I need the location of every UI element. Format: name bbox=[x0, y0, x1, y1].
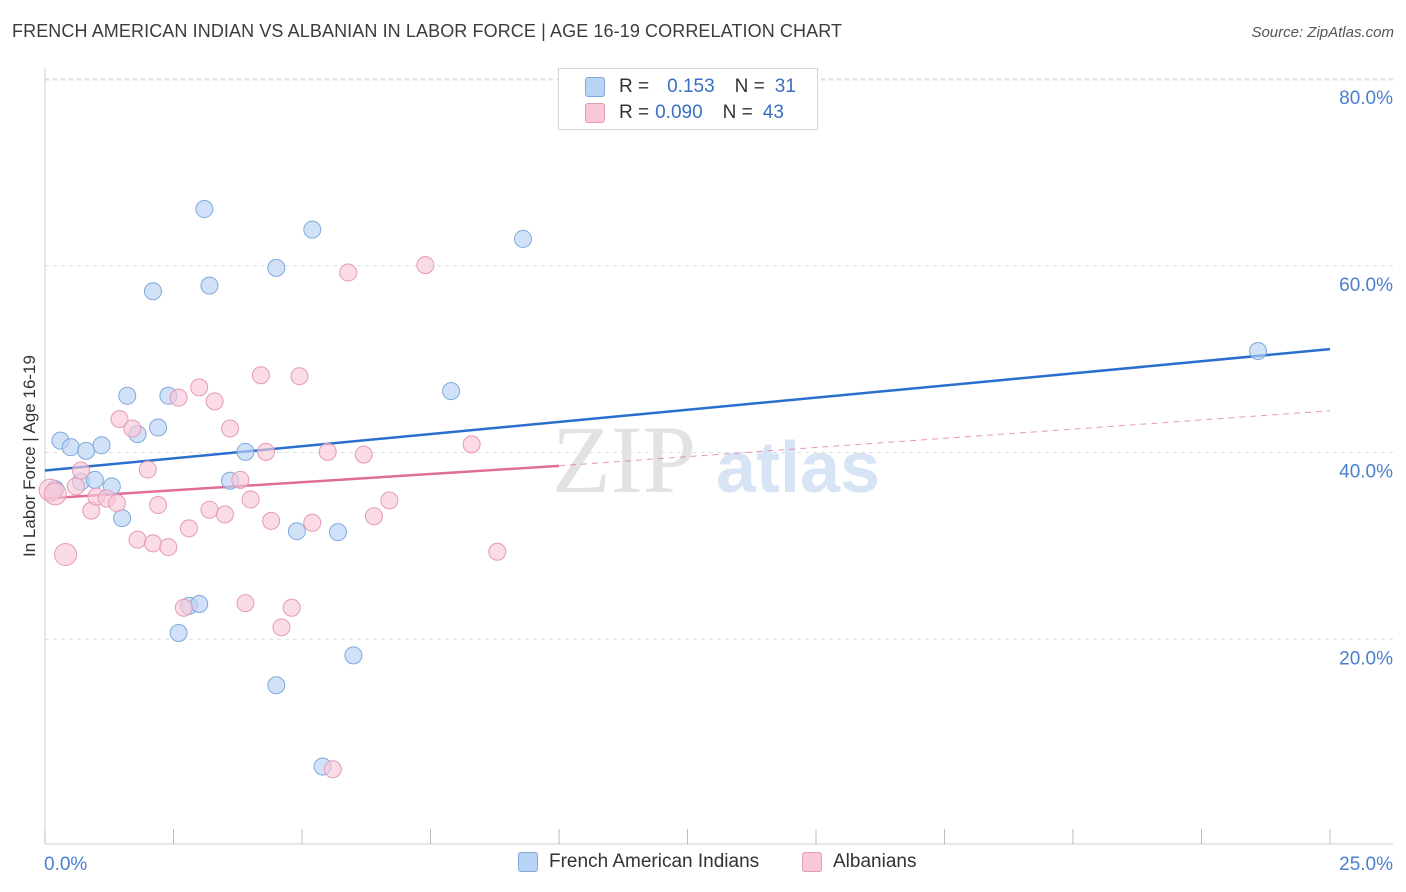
point-albanians bbox=[66, 477, 85, 496]
point-french-american-indians bbox=[267, 258, 286, 277]
trendline-albanians bbox=[44, 464, 560, 500]
point-albanians bbox=[380, 491, 399, 510]
y-tick-label: 60.0% bbox=[1339, 275, 1393, 296]
point-albanians bbox=[318, 442, 337, 461]
point-albanians bbox=[128, 530, 147, 549]
point-albanians bbox=[149, 496, 168, 515]
point-french-american-indians bbox=[200, 276, 219, 295]
stats-n-value: 31 bbox=[774, 76, 796, 97]
stats-swatch-pink bbox=[585, 103, 605, 123]
legend-label: French American Indians bbox=[549, 851, 760, 872]
point-albanians bbox=[323, 760, 342, 779]
stats-swatch-blue bbox=[585, 77, 605, 97]
point-albanians bbox=[272, 618, 291, 637]
point-albanians bbox=[159, 538, 178, 557]
watermark-atlas: atlas bbox=[716, 428, 880, 508]
point-albanians bbox=[262, 511, 281, 530]
point-albanians bbox=[71, 461, 90, 480]
chart-title: FRENCH AMERICAN INDIAN VS ALBANIAN IN LA… bbox=[12, 21, 843, 41]
point-albanians bbox=[221, 419, 240, 438]
watermark: ZIP atlas bbox=[552, 406, 880, 513]
stats-r-label: R = bbox=[619, 76, 650, 97]
trendline-albanians bbox=[558, 410, 1331, 467]
point-albanians bbox=[236, 594, 255, 613]
point-french-american-indians bbox=[190, 595, 209, 614]
y-tick-label: 40.0% bbox=[1339, 462, 1393, 483]
point-albanians bbox=[54, 543, 78, 567]
point-albanians bbox=[364, 507, 383, 526]
point-french-american-indians bbox=[149, 418, 168, 437]
point-albanians bbox=[107, 494, 126, 513]
point-albanians bbox=[241, 490, 260, 509]
watermark-zip: ZIP bbox=[552, 406, 696, 513]
legend-item-albanians[interactable]: Albanians bbox=[802, 851, 916, 873]
point-albanians bbox=[205, 392, 224, 411]
point-albanians bbox=[200, 500, 219, 519]
series-legend: French American Indians Albanians bbox=[0, 851, 1406, 879]
stats-r-value: 0.090 bbox=[655, 102, 703, 123]
y-tick-label: 20.0% bbox=[1339, 648, 1393, 669]
point-albanians bbox=[354, 445, 373, 464]
point-albanians bbox=[138, 460, 157, 479]
stats-n-value: 43 bbox=[762, 102, 784, 123]
point-albanians bbox=[215, 505, 234, 524]
point-albanians bbox=[179, 519, 198, 538]
point-french-american-indians bbox=[118, 386, 137, 405]
point-albanians bbox=[282, 598, 301, 617]
stats-r-label: R = bbox=[619, 102, 650, 123]
point-french-american-indians bbox=[61, 438, 80, 457]
y-axis-label: In Labor Force | Age 16-19 bbox=[20, 355, 39, 557]
point-french-american-indians bbox=[236, 442, 255, 461]
legend-swatch-pink bbox=[802, 852, 822, 872]
point-french-american-indians bbox=[195, 200, 214, 219]
point-french-american-indians bbox=[267, 676, 286, 695]
stats-n-label: N = bbox=[734, 76, 765, 97]
stats-legend: R = 0.153 N = 31 R = 0.090 N = 43 bbox=[558, 68, 818, 130]
point-albanians bbox=[143, 534, 162, 553]
point-french-american-indians bbox=[287, 522, 306, 541]
point-albanians bbox=[174, 598, 193, 617]
point-french-american-indians bbox=[442, 382, 461, 401]
point-albanians bbox=[339, 263, 358, 282]
source-credit: Source: ZipAtlas.com bbox=[1251, 24, 1394, 41]
point-albanians bbox=[462, 435, 481, 454]
x-tick-label-max: 25.0% bbox=[1339, 854, 1393, 875]
y-tick-label: 80.0% bbox=[1339, 88, 1393, 109]
point-french-american-indians bbox=[143, 282, 162, 301]
point-french-american-indians bbox=[113, 509, 132, 528]
stats-r-value: 0.153 bbox=[667, 76, 715, 97]
point-albanians bbox=[190, 378, 209, 397]
point-french-american-indians bbox=[169, 623, 188, 642]
point-albanians bbox=[123, 419, 142, 438]
point-albanians bbox=[169, 388, 188, 407]
legend-item-french-american-indians[interactable]: French American Indians bbox=[518, 851, 759, 873]
tick-labels: 20.0% 40.0% 60.0% 80.0% 0.0% 25.0% bbox=[44, 88, 1393, 875]
point-albanians bbox=[416, 256, 435, 275]
point-french-american-indians bbox=[303, 220, 322, 239]
point-albanians bbox=[110, 410, 129, 429]
point-french-american-indians bbox=[514, 229, 533, 248]
point-albanians bbox=[251, 366, 270, 385]
point-french-american-indians bbox=[328, 523, 347, 542]
point-french-american-indians bbox=[92, 436, 111, 455]
point-albanians bbox=[488, 542, 507, 561]
point-albanians bbox=[257, 442, 276, 461]
stats-row-albanians: R = 0.090 N = 43 bbox=[585, 101, 784, 125]
point-french-american-indians bbox=[1249, 341, 1268, 360]
stats-n-label: N = bbox=[722, 102, 753, 123]
point-albanians bbox=[43, 482, 67, 506]
legend-label: Albanians bbox=[833, 851, 917, 872]
legend-swatch-blue bbox=[518, 852, 538, 872]
axes bbox=[44, 68, 1393, 845]
point-albanians bbox=[290, 367, 309, 386]
point-french-american-indians bbox=[77, 441, 96, 460]
point-french-american-indians bbox=[344, 646, 363, 665]
gridlines bbox=[45, 78, 1393, 640]
stats-row-french-american-indians: R = 0.153 N = 31 bbox=[585, 75, 796, 99]
point-albanians bbox=[303, 513, 322, 532]
x-tick-label-min: 0.0% bbox=[44, 854, 87, 875]
point-albanians bbox=[231, 470, 250, 489]
data-points bbox=[38, 200, 1268, 779]
